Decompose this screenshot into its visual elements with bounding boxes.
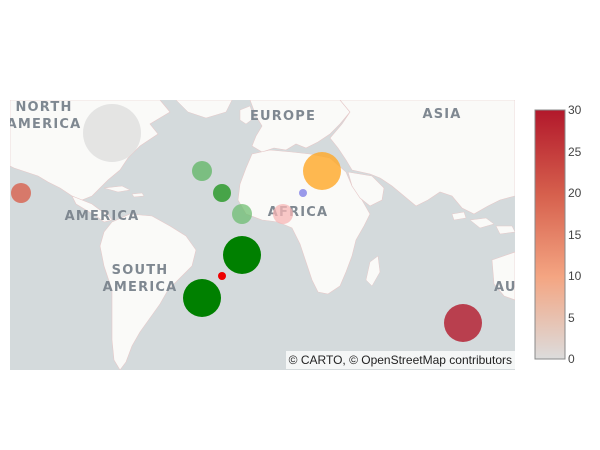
label-australia-partial: AU xyxy=(494,280,517,295)
marker-central-africa[interactable] xyxy=(273,204,293,224)
label-europe: EUROPE xyxy=(250,109,316,124)
colorbar: 0 5 10 15 20 25 30 xyxy=(534,103,582,366)
marker-north-africa-small[interactable] xyxy=(299,189,307,197)
marker-gulf-of-guinea-west[interactable] xyxy=(232,204,252,224)
marker-west-africa-offshore[interactable] xyxy=(213,184,231,202)
marker-indian-ocean[interactable] xyxy=(444,304,482,342)
label-america: AMERICA xyxy=(65,209,140,224)
marker-pacific-mexico[interactable] xyxy=(11,183,31,203)
colorbar-tick: 20 xyxy=(568,186,582,200)
marker-south-atlantic-south[interactable] xyxy=(183,279,221,317)
label-south-america: SOUTH xyxy=(112,263,169,278)
australia-landmass xyxy=(491,251,515,301)
map-area[interactable]: NORTH AMERICA EUROPE ASIA AMERICA AFRICA… xyxy=(7,100,517,370)
colorbar-tick: 30 xyxy=(568,103,582,117)
british-isles xyxy=(239,105,255,125)
label-north-america: NORTH xyxy=(15,100,72,115)
marker-north-atlantic-west[interactable] xyxy=(192,161,212,181)
europe-landmass xyxy=(249,100,351,153)
colorbar-gradient xyxy=(534,109,566,360)
markers-layer xyxy=(11,104,482,342)
marker-south-atlantic-tiny[interactable] xyxy=(218,272,226,280)
marker-middle-east[interactable] xyxy=(303,152,341,190)
map-attribution[interactable]: © CARTO, © OpenStreetMap contributors xyxy=(285,351,515,369)
colorbar-tick: 10 xyxy=(568,269,582,283)
marker-north-america-east[interactable] xyxy=(83,104,141,162)
marker-south-atlantic-north[interactable] xyxy=(223,236,261,274)
arabian-peninsula xyxy=(347,171,385,207)
caribbean-islands xyxy=(103,185,145,198)
colorbar-tick: 5 xyxy=(568,311,575,325)
colorbar-tick: 15 xyxy=(568,228,582,242)
central-america-landmass xyxy=(71,195,113,223)
label-north-america-2: AMERICA xyxy=(7,117,82,132)
label-asia: ASIA xyxy=(422,107,461,122)
madagascar-landmass xyxy=(365,255,381,287)
asia-landmass xyxy=(329,100,515,215)
colorbar-tick: 0 xyxy=(568,352,575,366)
southeast-asia-islands xyxy=(451,211,515,235)
label-south-america-2: AMERICA xyxy=(103,280,178,295)
south-america-landmass xyxy=(99,213,197,370)
colorbar-tick: 25 xyxy=(568,145,582,159)
greenland-landmass xyxy=(175,100,233,119)
